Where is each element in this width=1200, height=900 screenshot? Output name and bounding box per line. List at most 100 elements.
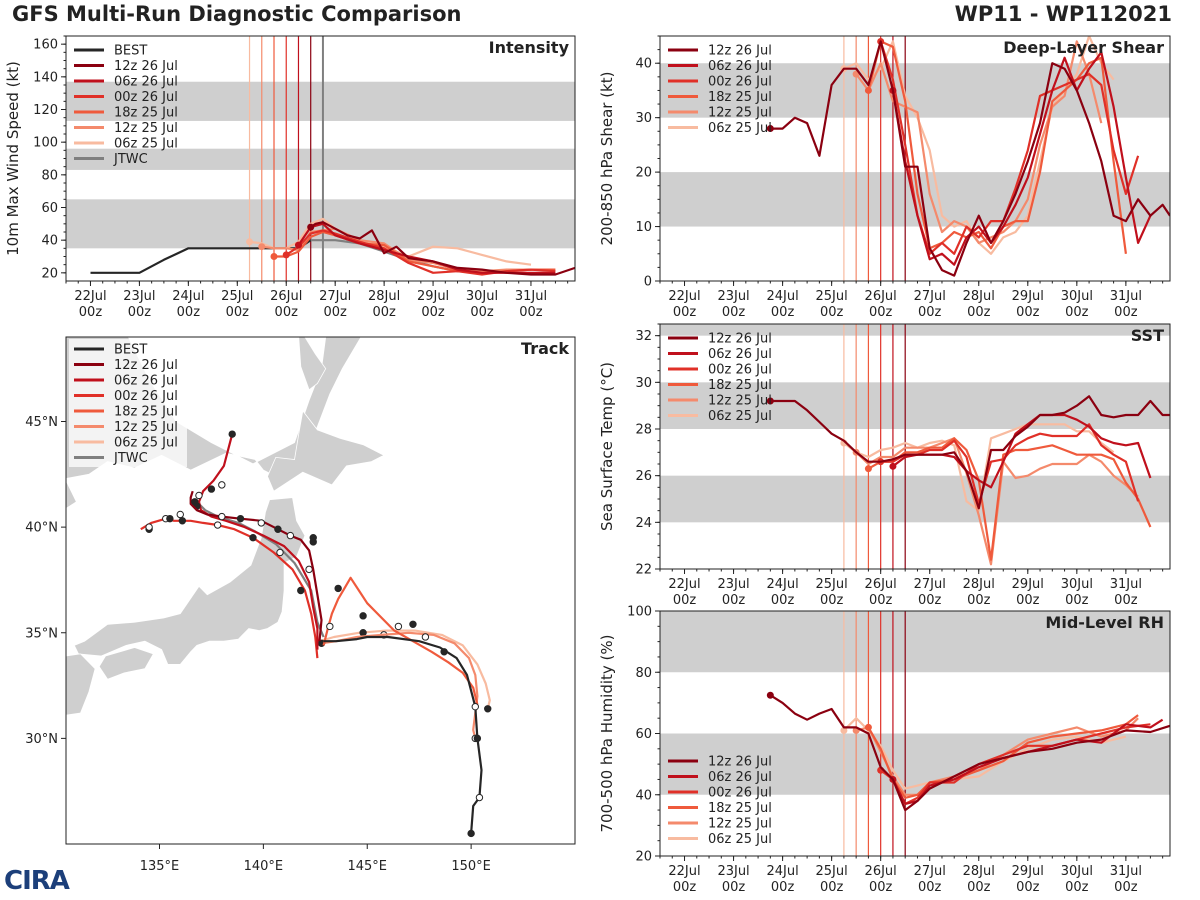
x-tick-label: 00z: [967, 880, 991, 895]
x-tick-label: 00z: [771, 593, 795, 608]
x-tick-label: 22Jul: [668, 864, 700, 879]
x-tick-label: 26Jul: [865, 289, 897, 304]
panel-title: Track: [521, 339, 569, 358]
track-position-marker: [195, 491, 203, 500]
series-start-marker-12z-26-jul: [307, 223, 315, 231]
track-position-marker: [394, 622, 403, 631]
x-tick-label: 24Jul: [172, 289, 204, 304]
x-tick-label: 00z: [869, 880, 893, 895]
x-tick-label: 00z: [226, 305, 250, 320]
series-start-marker-18z-25-jul: [270, 253, 278, 260]
y-tick-label: 20: [635, 850, 652, 865]
track-panel: 135°E 140°E 145°E 150°E 30°N 35°N 40°N 45°N Trac…: [25, 336, 576, 874]
x-tick-label: 00z: [1065, 593, 1089, 608]
track-line-06z-26-jul: [197, 433, 319, 650]
x-tick-label: 29Jul: [417, 289, 449, 304]
track-position-marker: [249, 533, 257, 542]
legend-background: [69, 339, 187, 467]
legend-label-06z-25-jul: 06z 25 Jul: [114, 137, 178, 152]
shear-shade-band: [660, 63, 1170, 118]
x-tick-label: 29Jul: [1012, 289, 1044, 304]
track-position-marker: [176, 510, 184, 519]
y-tick-label: 10: [635, 220, 652, 235]
x-tick-label: 00z: [1114, 880, 1138, 895]
x-tick-label: 31Jul: [1110, 577, 1142, 592]
x-tick-label: 00z: [1114, 305, 1138, 320]
track-line-best: [323, 635, 483, 834]
x-tick-label: 27Jul: [319, 289, 351, 304]
track-position-marker: [286, 531, 295, 540]
legend-label-best: BEST: [114, 44, 147, 59]
series-line-12z-26-jul: [770, 40, 1170, 277]
y-tick-label: 60: [635, 727, 652, 742]
x-tick-label: 25Jul: [816, 577, 848, 592]
x-tick-label: 31Jul: [1110, 289, 1142, 304]
legend-label-jtwc: JTWC: [113, 451, 148, 466]
x-tick-label: 00z: [421, 305, 445, 320]
series-start-marker-12z-25-jul: [258, 243, 266, 251]
intensity-shade-band: [66, 148, 575, 170]
x-tick-label: 23Jul: [717, 864, 749, 879]
x-tick-label: 145°E: [347, 859, 387, 874]
track-position-marker: [421, 633, 430, 641]
y-tick-label: 45°N: [25, 415, 58, 430]
x-tick-label: 24Jul: [766, 864, 798, 879]
x-tick-label: 00z: [275, 305, 299, 320]
x-tick-label: 00z: [722, 593, 746, 608]
x-tick-label: 00z: [967, 305, 991, 320]
y-axis-label: 10m Max Wind Speed (kt): [4, 61, 22, 256]
legend-label-00z-26-jul: 00z 26 Jul: [708, 75, 772, 90]
series-start-marker-12z-26-jul: [766, 125, 774, 133]
legend-label-06z-25-jul: 06z 25 Jul: [708, 121, 772, 136]
track-position-marker: [475, 793, 484, 802]
sst-shade-band: [660, 475, 1170, 523]
y-tick-label: 30: [635, 111, 652, 126]
track-position-marker: [359, 612, 367, 620]
track-position-marker: [257, 519, 265, 527]
track-line-12z-26-jul: [189, 490, 323, 642]
y-tick-label: 80: [41, 168, 58, 183]
track-position-marker: [276, 548, 284, 557]
intensity-plot-area: [66, 36, 575, 281]
sst-plot-area: [660, 324, 1170, 569]
land-polygon: [267, 409, 385, 492]
series-start-marker-12z-26-jul: [766, 691, 774, 699]
y-tick-label: 120: [33, 103, 58, 118]
x-tick-label: 26Jul: [270, 289, 302, 304]
legend-label-18z-25-jul: 18z 25 Jul: [708, 801, 772, 816]
track-frame: [65, 336, 576, 845]
legend-label-18z-25-jul: 18z 25 Jul: [114, 405, 178, 420]
legend-label-12z-25-jul: 12z 25 Jul: [114, 420, 178, 435]
x-tick-label: 150°E: [451, 859, 491, 874]
x-tick-label: 30Jul: [1061, 289, 1093, 304]
track-line-12z-25-jul: [321, 631, 479, 739]
rh-panel: 2040608010022Jul00z23Jul00z24Jul00z25Jul…: [598, 605, 1171, 895]
track-position-marker: [236, 514, 245, 523]
x-tick-label: 27Jul: [914, 289, 946, 304]
legend-label-00z-26-jul: 00z 26 Jul: [708, 786, 772, 801]
x-tick-label: 00z: [1114, 593, 1138, 608]
track-position-marker: [207, 485, 216, 493]
legend-label-06z-26-jul: 06z 26 Jul: [708, 770, 772, 785]
x-tick-label: 00z: [967, 593, 991, 608]
y-axis-label: Sea Surface Temp (°C): [598, 362, 616, 531]
series-line-12z-26-jul: [770, 395, 1170, 510]
x-tick-label: 27Jul: [914, 864, 946, 879]
series-start-marker-12z-26-jul: [766, 397, 774, 405]
series-line-12z-26-jul: [310, 221, 575, 276]
page-title: GFS Multi-Run Diagnostic Comparison: [12, 2, 462, 26]
y-tick-label: 140: [33, 70, 58, 85]
x-tick-label: 00z: [1065, 880, 1089, 895]
x-tick-label: 28Jul: [368, 289, 400, 304]
y-tick-label: 40: [635, 788, 652, 803]
x-tick-label: 22Jul: [668, 289, 700, 304]
sst-panel: 22242628303222Jul00z23Jul00z24Jul00z25Ju…: [598, 323, 1171, 608]
panel-title: SST: [1131, 326, 1164, 345]
legend-label-12z-25-jul: 12z 25 Jul: [708, 817, 772, 832]
series-line-06z-26-jul: [891, 51, 1152, 266]
x-tick-label: 25Jul: [816, 289, 848, 304]
x-tick-label: 31Jul: [515, 289, 547, 304]
legend-label-00z-26-jul: 00z 26 Jul: [114, 90, 178, 105]
series-line-06z-25-jul: [843, 423, 1115, 512]
series-line-18z-25-jul: [867, 40, 1127, 254]
